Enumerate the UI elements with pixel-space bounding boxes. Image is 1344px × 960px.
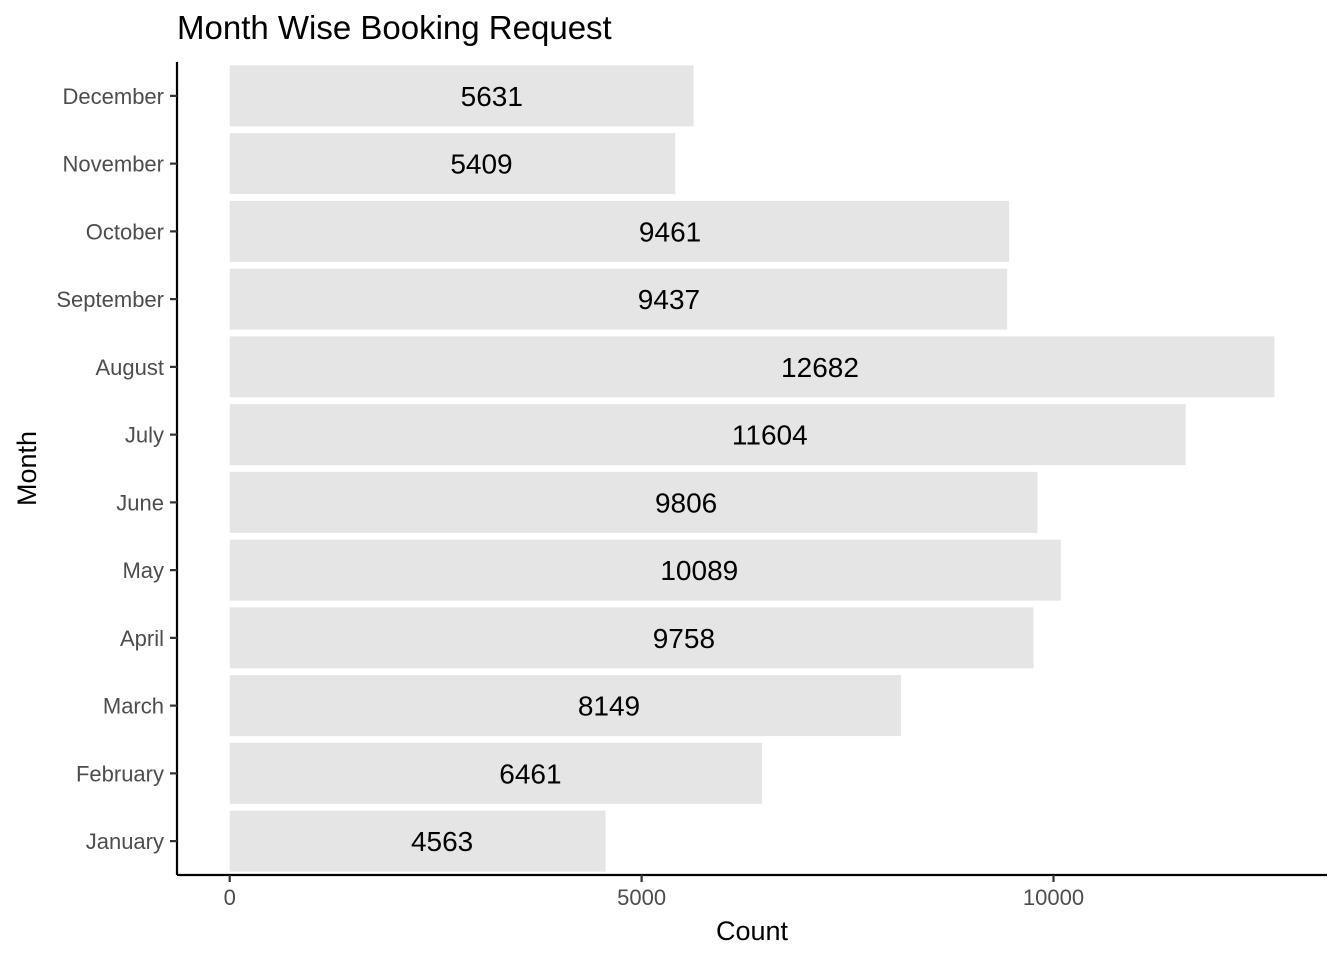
- data-label-july: 11604: [732, 420, 808, 451]
- data-label-october: 9461: [639, 216, 701, 247]
- bars-group: [229, 65, 1275, 872]
- y-axis-ticks: January February March April May June July Augu…: [56, 84, 177, 854]
- bar-february: [229, 742, 762, 804]
- data-label-april: 9758: [653, 623, 715, 654]
- bar-september: [229, 268, 1008, 330]
- bar-november: [229, 133, 676, 195]
- bar-december: [229, 65, 694, 127]
- y-tick-label-july: July: [125, 423, 164, 448]
- bar-march: [229, 675, 902, 737]
- y-tick-label-september: September: [56, 287, 164, 312]
- bar-april: [229, 607, 1034, 669]
- x-axis-title: Count: [716, 916, 789, 946]
- data-label-may: 10089: [660, 555, 738, 586]
- y-tick-label-november: November: [63, 152, 164, 177]
- y-tick-label-june: June: [116, 490, 164, 515]
- data-label-june: 9806: [655, 487, 717, 518]
- chart-title: Month Wise Booking Request: [177, 9, 612, 46]
- x-tick-label-0: 0: [224, 885, 236, 910]
- data-label-december: 5631: [461, 81, 523, 112]
- bar-january: [229, 810, 606, 872]
- data-label-september: 9437: [638, 284, 700, 315]
- y-tick-label-may: May: [122, 558, 164, 583]
- bar-august: [229, 336, 1275, 398]
- data-label-november: 5409: [450, 149, 512, 180]
- bar-june: [229, 471, 1038, 533]
- y-tick-label-march: March: [103, 694, 164, 719]
- bar-may: [229, 539, 1061, 601]
- y-tick-label-december: December: [63, 84, 164, 109]
- x-tick-label-10000: 10000: [1023, 885, 1084, 910]
- x-tick-label-5000: 5000: [617, 885, 666, 910]
- bar-october: [229, 200, 1010, 262]
- x-axis-ticks: 0 5000 10000: [224, 875, 1084, 910]
- y-tick-label-april: April: [120, 626, 164, 651]
- y-axis-title: Month: [12, 431, 42, 506]
- data-label-february: 6461: [499, 758, 561, 789]
- y-tick-label-october: October: [86, 219, 164, 244]
- data-label-august: 12682: [781, 352, 859, 383]
- y-tick-label-august: August: [96, 355, 165, 380]
- y-tick-label-january: January: [86, 829, 164, 854]
- data-label-march: 8149: [578, 691, 640, 722]
- data-label-january: 4563: [411, 826, 473, 857]
- bar-july: [229, 404, 1186, 466]
- data-labels-group: 4563 6461 8149 9758 10089 9806 11604 12682 9437 9…: [411, 81, 859, 857]
- y-tick-label-february: February: [76, 761, 164, 786]
